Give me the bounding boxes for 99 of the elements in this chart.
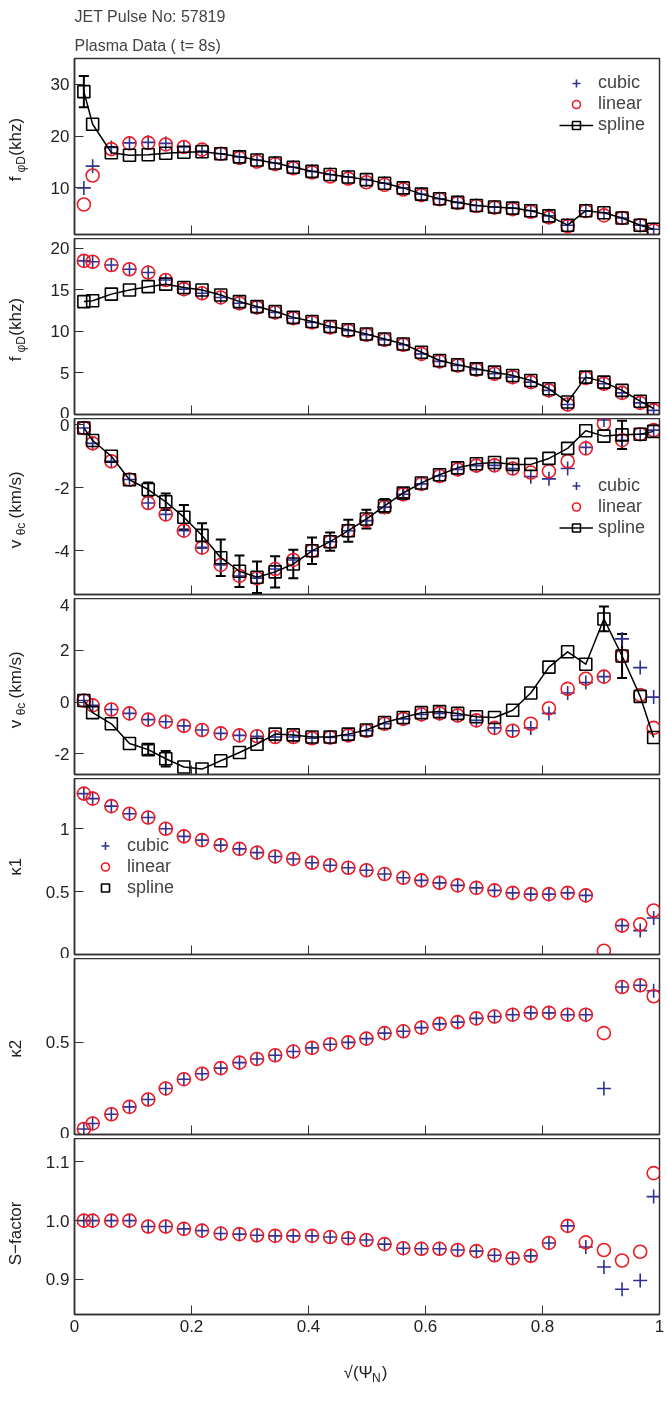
point — [645, 1188, 660, 1205]
y-axis-title: κ2 — [6, 1039, 26, 1058]
chart-subtitle: Plasma Data ( t= 8s) — [74, 36, 221, 54]
point — [578, 423, 593, 438]
point — [85, 168, 100, 183]
y-axis-title: vθc(km/s) — [6, 471, 28, 549]
point — [632, 1272, 648, 1289]
legend-label: linear — [597, 495, 642, 517]
y-tick-label: 20 — [50, 127, 70, 147]
point — [177, 510, 191, 524]
legend-label: cubic — [597, 474, 640, 496]
y-tick-label: 15 — [50, 280, 70, 300]
chart-title: JET Pulse No: 57819 — [74, 7, 226, 25]
legend-label: cubic — [127, 834, 170, 856]
legend-label: linear — [597, 93, 642, 114]
point — [232, 564, 247, 579]
point — [268, 565, 282, 579]
y-axis-title: vθc(km/s) — [6, 651, 28, 729]
y-axis-title: fφD(khz) — [6, 297, 28, 362]
point — [596, 1025, 612, 1041]
point — [596, 418, 612, 432]
y-axis-title: κ1 — [6, 857, 26, 876]
point — [84, 158, 101, 174]
point — [560, 453, 575, 469]
point — [76, 197, 92, 212]
point — [632, 922, 648, 939]
x-tick-label: 0.2 — [179, 1316, 204, 1336]
y-tick-label: 0 — [60, 693, 70, 713]
point — [505, 457, 520, 472]
point — [542, 451, 556, 466]
point — [541, 464, 557, 479]
point — [77, 84, 91, 99]
legend-label: spline — [597, 114, 645, 135]
y-tick-label: 0.9 — [45, 1270, 70, 1290]
point — [577, 1239, 594, 1255]
y-tick-label: 20 — [50, 239, 70, 259]
point — [286, 557, 301, 571]
point — [645, 982, 660, 999]
point — [195, 283, 209, 297]
point — [541, 471, 557, 487]
point — [645, 910, 660, 926]
point — [523, 465, 539, 480]
point — [158, 146, 173, 161]
point — [632, 1244, 648, 1260]
y-tick-label: 30 — [50, 75, 70, 95]
point — [596, 1080, 612, 1097]
y-tick-label: 4 — [60, 595, 70, 615]
point — [560, 441, 575, 456]
point — [597, 429, 611, 443]
point — [632, 917, 648, 932]
y-axis-title: S−factor — [6, 1201, 26, 1266]
point — [158, 277, 173, 291]
point — [177, 145, 191, 159]
point — [213, 550, 228, 565]
y-tick-label: -2 — [54, 744, 70, 764]
point — [122, 148, 137, 163]
point — [195, 528, 209, 543]
point — [559, 460, 576, 477]
y-tick-label: 0 — [60, 1123, 70, 1143]
point — [85, 117, 100, 132]
y-tick-label: 0 — [60, 943, 70, 963]
y-tick-label: 0.5 — [45, 1033, 70, 1053]
x-tick-label: 0.6 — [413, 1316, 438, 1336]
point — [104, 449, 119, 464]
point — [596, 1242, 612, 1258]
point — [141, 279, 156, 294]
point — [104, 145, 119, 160]
y-tick-label: -4 — [54, 541, 70, 561]
y-tick-label: 10 — [50, 178, 70, 198]
y-tick-label: 5 — [60, 363, 70, 383]
legend-label: spline — [597, 516, 645, 538]
y-tick-label: 1.0 — [45, 1211, 70, 1231]
point — [524, 457, 538, 472]
point — [596, 943, 612, 955]
y-axis-title: fφD(khz) — [6, 117, 28, 182]
y-tick-label: 1 — [60, 819, 70, 839]
x-tick-label: 0.8 — [530, 1316, 555, 1336]
point — [122, 283, 137, 297]
y-tick-label: 1.1 — [45, 1152, 70, 1172]
point — [104, 287, 119, 301]
legend-label: linear — [127, 855, 172, 877]
x-tick-label: 0.4 — [296, 1316, 321, 1336]
point — [141, 147, 156, 162]
point — [523, 468, 539, 485]
point — [76, 180, 92, 196]
point — [77, 294, 91, 309]
y-tick-label: 0.5 — [45, 882, 70, 902]
point — [615, 428, 629, 442]
legend-label: spline — [127, 876, 175, 898]
x-tick-label: 1 — [654, 1316, 665, 1336]
y-tick-label: -2 — [54, 478, 70, 498]
legend-label: cubic — [597, 72, 640, 93]
y-tick-label: 2 — [60, 641, 70, 661]
point — [614, 1281, 630, 1298]
y-tick-label: 10 — [50, 322, 70, 342]
point — [85, 293, 100, 308]
point — [596, 1259, 612, 1275]
point — [578, 1235, 594, 1250]
point — [614, 1253, 630, 1268]
